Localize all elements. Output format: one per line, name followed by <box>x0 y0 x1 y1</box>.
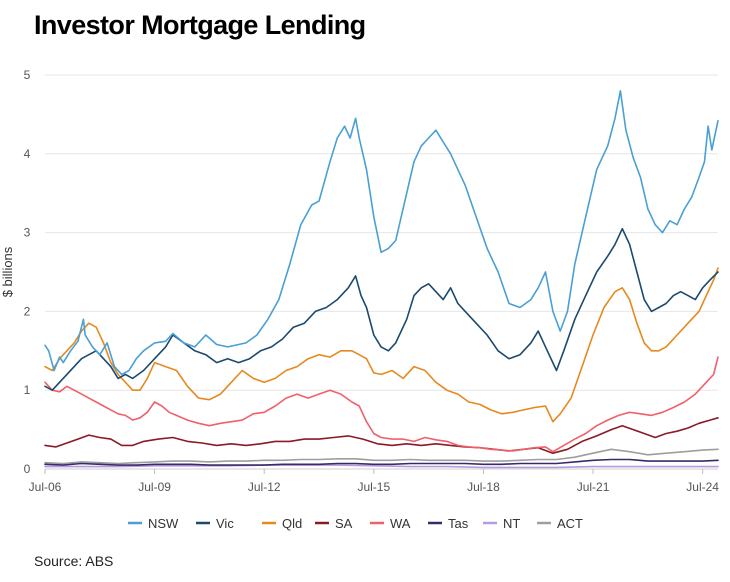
series-line-nt <box>44 464 719 469</box>
legend-item-nsw: NSW <box>128 516 179 531</box>
x-tick-label: Jul-24 <box>686 480 719 494</box>
source-note: Source: ABS <box>34 553 114 569</box>
legend-label: ACT <box>557 516 583 531</box>
series-line-nsw <box>44 90 719 376</box>
y-tick-label: 3 <box>24 226 31 240</box>
y-axis-ticks: 0 1 2 3 4 5 <box>24 68 31 476</box>
legend-label: WA <box>390 516 411 531</box>
x-tick-label: Jul-06 <box>29 480 62 494</box>
y-tick-label: 4 <box>24 147 31 161</box>
series-line-wa <box>44 356 719 453</box>
legend-item-sa: SA <box>315 516 353 531</box>
series-lines <box>44 90 719 469</box>
legend-label: Tas <box>448 516 469 531</box>
x-tick-label: Jul-21 <box>577 480 610 494</box>
y-axis-label: $ billions <box>0 246 15 297</box>
y-tick-label: 5 <box>24 68 31 82</box>
grid-lines <box>45 74 718 470</box>
legend-label: SA <box>335 516 353 531</box>
legend-item-vic: Vic <box>196 516 234 531</box>
legend-item-wa: WA <box>370 516 411 531</box>
series-line-vic <box>44 227 719 391</box>
series-line-sa <box>44 417 719 454</box>
x-axis-ticks: Jul-06 Jul-09 Jul-12 Jul-15 Jul-18 Jul-21 Jul-… <box>29 469 719 494</box>
y-tick-label: 2 <box>24 304 31 318</box>
chart-title: Investor Mortgage Lending <box>34 10 366 40</box>
legend-label: Vic <box>216 516 234 531</box>
legend-label: Qld <box>282 516 302 531</box>
legend-item-nt: NT <box>483 516 520 531</box>
x-tick-label: Jul-09 <box>138 480 171 494</box>
legend-label: NT <box>503 516 520 531</box>
x-tick-label: Jul-12 <box>248 480 281 494</box>
x-tick-label: Jul-15 <box>357 480 390 494</box>
x-tick-label: Jul-18 <box>467 480 500 494</box>
legend-item-act: ACT <box>537 516 583 531</box>
legend: NSW Vic Qld SA WA Tas NT ACT <box>128 516 583 531</box>
legend-label: NSW <box>148 516 179 531</box>
y-tick-label: 0 <box>24 462 31 476</box>
legend-item-qld: Qld <box>262 516 302 531</box>
legend-item-tas: Tas <box>428 516 469 531</box>
series-line-tas <box>44 458 719 466</box>
series-line-qld <box>44 267 719 423</box>
series-line-act <box>44 448 719 465</box>
y-tick-label: 1 <box>24 383 31 397</box>
